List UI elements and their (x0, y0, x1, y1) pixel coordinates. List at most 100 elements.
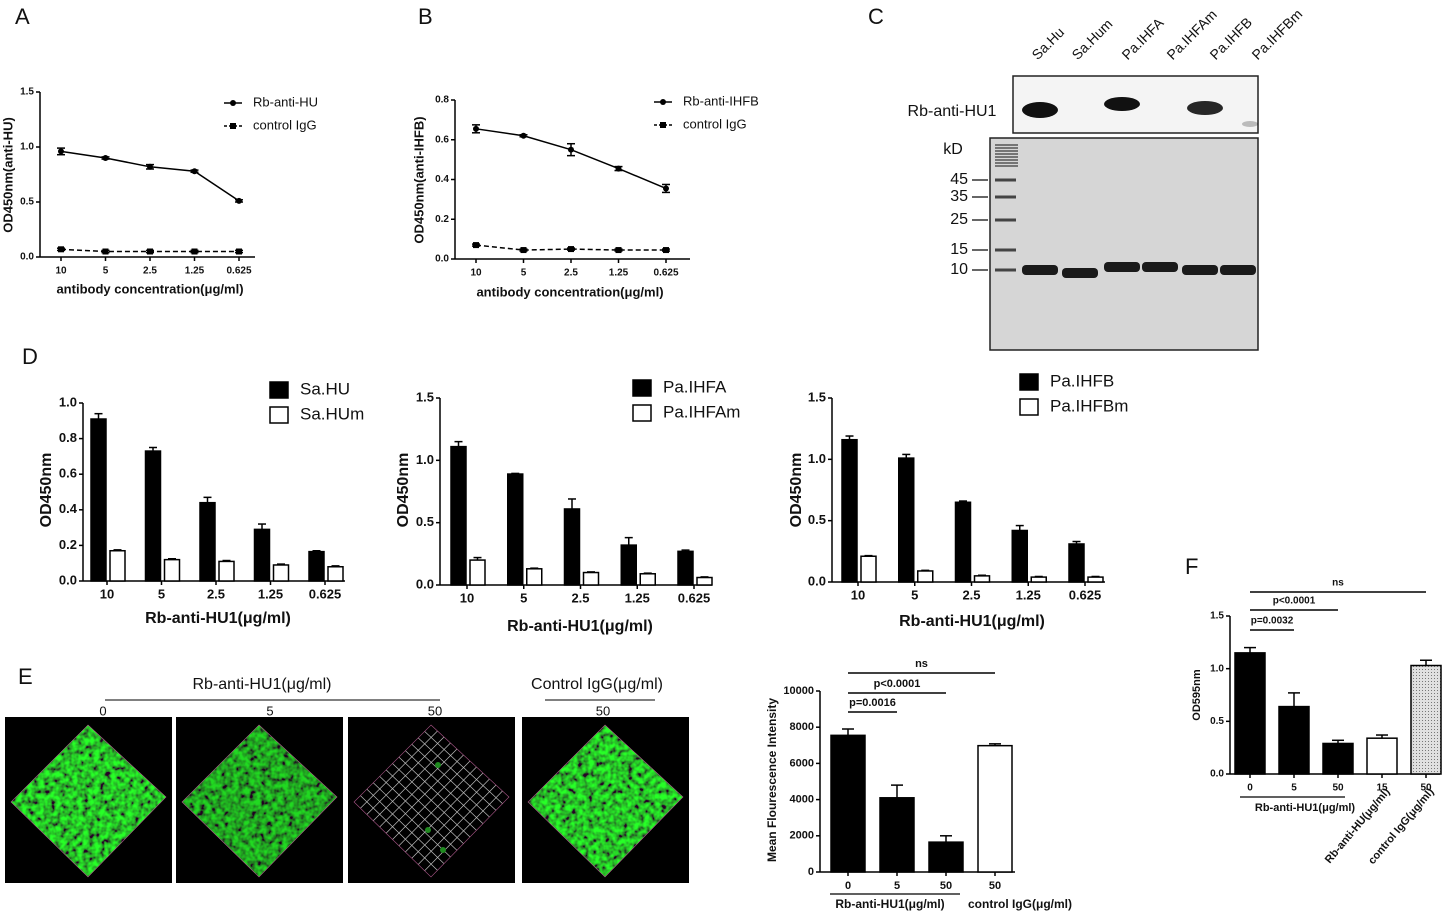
gel-band (1142, 262, 1178, 272)
bar (144, 450, 162, 582)
marker (615, 247, 622, 254)
marker (58, 246, 64, 253)
bar (1278, 705, 1310, 775)
bar (163, 558, 181, 582)
bar (928, 841, 964, 873)
x-tick-label: 2.5 (564, 268, 578, 279)
x-axis-label: Rb-anti-HU1(μg/ml) (507, 618, 653, 635)
panel-letter: D (22, 344, 38, 369)
marker (568, 246, 574, 253)
x-tick-label: 1.25 (625, 590, 650, 605)
marker-label: 10 (950, 261, 968, 278)
speck (425, 827, 431, 833)
bar (917, 570, 934, 583)
legend-swatch (1019, 373, 1039, 391)
x-tick-label: 1.25 (1016, 587, 1041, 602)
error-bar (568, 498, 576, 509)
legend-marker (230, 123, 236, 129)
bar (841, 438, 858, 583)
blot-band (1022, 102, 1058, 118)
error-bar (1015, 524, 1024, 531)
x-tick-label: 15 (1376, 783, 1388, 794)
marker-label: 25 (950, 211, 968, 228)
legend-swatch (632, 379, 652, 397)
group-label: Rb-anti-HU1(μg/ml) (835, 897, 944, 911)
significance-label: ns (1332, 578, 1344, 589)
y-axis-label: OD450nm (38, 453, 55, 528)
x-tick-label: 5 (911, 587, 918, 602)
y-axis-label: OD450nm(anti-IHFB) (411, 116, 426, 243)
x-tick-label: 1.25 (609, 268, 629, 279)
legend-label: Pa.IHFB (1050, 371, 1114, 390)
grid (360, 730, 503, 871)
bar (109, 549, 126, 582)
bar (1366, 737, 1398, 775)
series-line (60, 150, 240, 202)
bar (1322, 742, 1354, 775)
legend-label: Sa.HU (300, 379, 350, 398)
y-axis-label: OD450nm(anti-HU) (0, 117, 15, 233)
x-tick-label: 10 (460, 590, 474, 605)
bar (860, 555, 877, 583)
x-tick-label: 5 (894, 880, 900, 892)
bar (563, 508, 581, 586)
x-tick-label: 2.5 (207, 586, 225, 601)
y-tick-label: 0.2 (59, 537, 77, 552)
significance-label: p=0.0016 (849, 697, 896, 709)
bar (90, 418, 107, 582)
micrograph-edge (527, 724, 684, 878)
bar (272, 564, 290, 582)
x-tick-label: 0 (1247, 783, 1253, 794)
legend-marker (660, 122, 666, 128)
x-tick-label: 10 (100, 586, 114, 601)
x-tick-label: 0.625 (1069, 587, 1102, 602)
x-axis-label: antibody concentration(μg/ml) (476, 284, 663, 299)
y-tick-label: 1.0 (1210, 663, 1224, 674)
marker (147, 163, 153, 170)
marker (520, 247, 527, 254)
y-tick-label: 0.5 (808, 512, 826, 527)
gel-band (1182, 265, 1218, 275)
x-tick-label: 50 (989, 880, 1001, 892)
panel-letter: F (1185, 554, 1198, 579)
x-tick-label: 10 (55, 266, 67, 277)
y-tick-label: 10000 (783, 685, 814, 697)
y-tick-label: 1.5 (20, 87, 34, 98)
marker (102, 248, 109, 255)
x-tick-label: 2.5 (143, 266, 157, 277)
marker (236, 248, 242, 255)
antibody-label: Rb-anti-HU1 (908, 103, 997, 120)
bar (973, 575, 991, 583)
y-axis-label: Mean Flourescence Intensity (765, 698, 779, 862)
series-line (475, 128, 667, 190)
legend-swatch (1019, 398, 1039, 416)
marker-label: 35 (950, 188, 968, 205)
grid-line (360, 795, 438, 871)
y-tick-label: 0.4 (435, 174, 449, 185)
x-tick-label: 10 (851, 587, 865, 602)
x-tick-label: 5 (1291, 783, 1297, 794)
marker-label: 15 (950, 241, 968, 258)
y-tick-label: 0.5 (20, 197, 34, 208)
y-tick-label: 0.0 (416, 576, 434, 591)
x-tick-label: 5 (103, 266, 109, 277)
y-tick-label: 1.0 (808, 451, 826, 466)
group-label: control IgG(μg/ml) (968, 897, 1072, 911)
group-label: Rb-anti-HU1(μg/ml) (1255, 802, 1356, 814)
y-tick-label: 1.5 (808, 389, 826, 404)
micrograph-edge (10, 724, 167, 878)
legend-label: Rb-anti-HU (253, 94, 318, 109)
marker (473, 242, 479, 249)
gel-band (1022, 265, 1058, 275)
y-axis-label: OD450nm (395, 453, 412, 528)
marker (147, 248, 153, 255)
error-bar (94, 412, 103, 420)
bar (1030, 576, 1047, 583)
bar (898, 457, 915, 583)
significance-label: ns (915, 658, 928, 670)
dose-label: 50 (428, 703, 442, 718)
bar (1087, 576, 1104, 583)
y-axis-label: OD595nm (1191, 669, 1203, 721)
bar (830, 734, 866, 873)
y-tick-label: 0.6 (59, 466, 77, 481)
